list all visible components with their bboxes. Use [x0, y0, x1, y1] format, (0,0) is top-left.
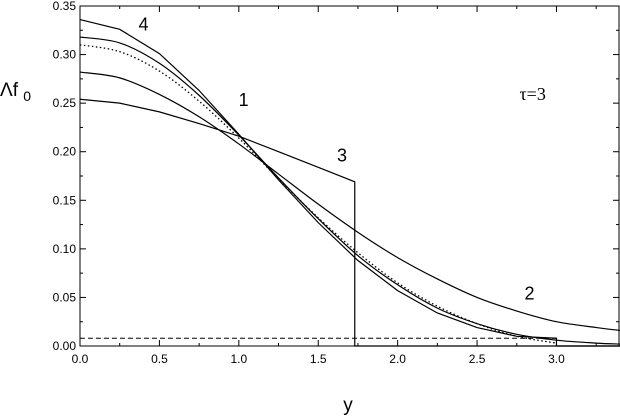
- axis-ticks: [79, 5, 619, 347]
- y-tick-label: 0.30: [53, 48, 77, 62]
- x-tick-label: 1.0: [230, 352, 247, 366]
- series-line-3: [79, 98, 620, 347]
- x-tick-label: 0.5: [151, 352, 168, 366]
- y-tick-label: 0.05: [53, 290, 77, 304]
- y-axis-title: Λf 0: [0, 80, 31, 104]
- series-line-4: [79, 19, 620, 347]
- y-tick-label: 0.35: [53, 0, 77, 13]
- curve-labels: 1 2 3 4: [139, 14, 535, 303]
- series-line-2: [79, 71, 620, 332]
- x-tick-label: 0.0: [72, 352, 89, 366]
- x-tick-label: 2.0: [389, 352, 406, 366]
- curve-label-3: 3: [337, 145, 347, 165]
- x-tick-label: 2.5: [469, 352, 486, 366]
- tau-annotation: τ=3: [519, 84, 545, 104]
- y-tick-label: 0.20: [53, 145, 77, 159]
- y-tick-label: 0.25: [53, 96, 77, 110]
- axis-tick-labels: 0.0 0.5 1.0 1.5 2.0 2.5 3.0 0.00 0.05 0.10 0.15 0.2…: [53, 0, 565, 366]
- y-axis-title-main: Λf: [0, 80, 19, 101]
- series-line-dotted: [79, 44, 557, 344]
- series-lines: [79, 19, 620, 347]
- x-axis-title: y: [343, 395, 353, 416]
- y-tick-label: 0.00: [53, 339, 77, 353]
- series-line-1: [79, 36, 620, 345]
- curve-label-1: 1: [239, 90, 249, 110]
- x-tick-label: 1.5: [310, 352, 327, 366]
- y-tick-label: 0.15: [53, 193, 77, 207]
- curve-label-4: 4: [139, 14, 149, 34]
- curve-label-2: 2: [524, 283, 534, 303]
- plot-border: [79, 5, 620, 347]
- y-axis-title-subscript: 0: [23, 88, 31, 104]
- x-tick-label: 3.0: [548, 352, 565, 366]
- y-tick-label: 0.10: [53, 242, 77, 256]
- plot-frame: [79, 5, 620, 347]
